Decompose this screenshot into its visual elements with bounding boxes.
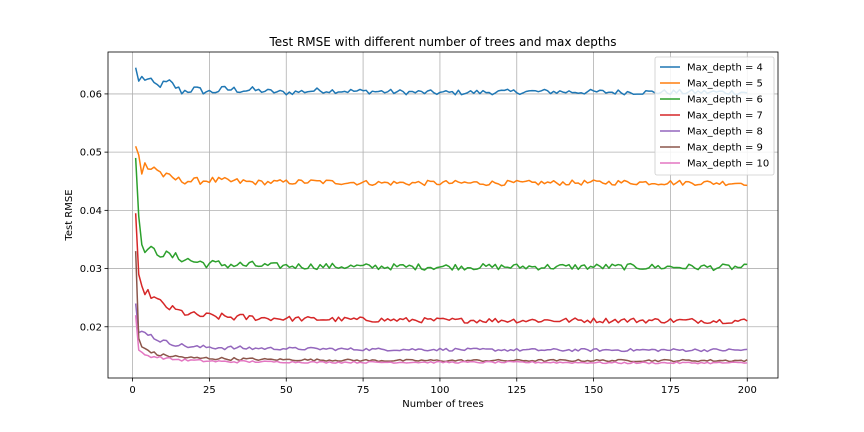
series-lines [134,67,748,365]
y-tick-label: 0.06 [80,89,102,100]
y-tick-label: 0.04 [80,206,102,217]
x-axis-label: Number of trees [402,399,484,410]
x-tick-label: 50 [280,385,293,396]
chart-title: Test RMSE with different number of trees… [269,35,617,49]
x-tick-label: 25 [203,385,216,396]
y-axis-label: Test RMSE [64,189,75,241]
series-line-6 [134,157,748,272]
legend-label: Max_depth = 6 [687,95,763,106]
legend-label: Max_depth = 7 [687,111,763,122]
series-line-4 [134,67,748,96]
plot-frame [107,51,779,379]
x-axis-ticks: 0 25 50 75 100 125 150 175 200 [129,378,757,396]
legend-label: Max_depth = 4 [687,63,763,74]
x-tick-label: 0 [129,385,135,396]
x-tick-label: 125 [507,385,526,396]
series-line-10 [134,315,748,365]
legend-label: Max_depth = 8 [687,127,763,138]
y-tick-label: 0.03 [80,264,102,275]
legend-label: Max_depth = 10 [687,159,769,170]
legend: Max_depth = 4 Max_depth = 5 Max_depth = 6 M… [654,56,775,176]
x-tick-label: 150 [584,385,603,396]
series-line-5 [134,146,748,187]
legend-label: Max_depth = 5 [687,79,763,90]
series-line-8 [134,303,748,353]
series-line-7 [134,213,748,325]
y-axis-ticks: 0.02 0.03 0.04 0.05 0.06 [80,89,108,333]
series-line-9 [134,251,748,363]
y-tick-label: 0.02 [80,322,102,333]
legend-box [654,56,775,176]
x-tick-label: 75 [357,385,370,396]
x-tick-label: 100 [430,385,449,396]
y-tick-label: 0.05 [80,148,102,159]
x-tick-label: 200 [738,385,757,396]
legend-label: Max_depth = 9 [687,143,763,154]
x-tick-label: 175 [661,385,680,396]
